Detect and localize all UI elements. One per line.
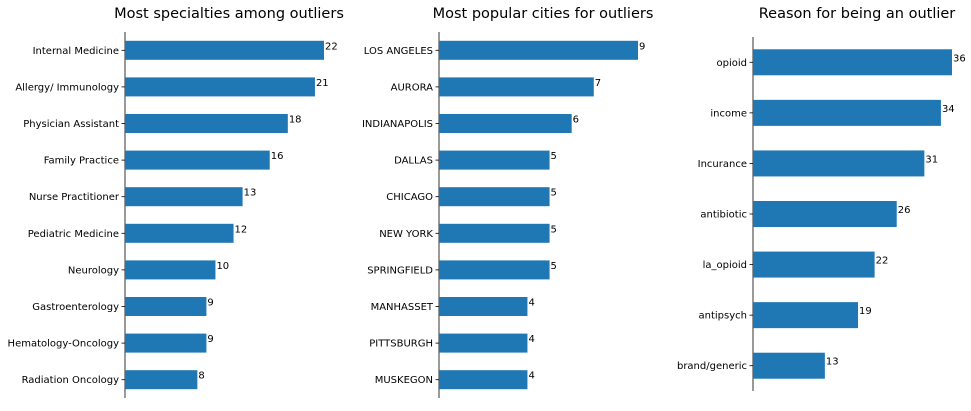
specialty-bar	[125, 187, 243, 207]
y-tick-label: Internal Medicine	[33, 46, 119, 57]
y-tick-label: income	[710, 108, 747, 119]
y-tick-label: NEW YORK	[379, 229, 433, 240]
data-label: 10	[216, 261, 229, 272]
city-bar	[439, 77, 594, 97]
data-label: 13	[244, 188, 257, 199]
data-label: 12	[235, 224, 248, 235]
data-label: 18	[289, 115, 302, 126]
specialty-bar	[125, 150, 270, 170]
data-label: 16	[271, 151, 284, 162]
specialty-bar	[125, 370, 198, 390]
specialty-bar	[125, 297, 207, 316]
y-tick-label: Incurance	[698, 159, 747, 170]
data-label: 31	[925, 154, 938, 165]
y-tick-label: antibiotic	[700, 210, 747, 221]
y-tick-label: opioid	[717, 58, 748, 69]
data-label: 9	[207, 298, 213, 309]
y-tick-label: Physician Assistant	[23, 119, 119, 130]
chart-title: Most popular cities for outliers	[433, 6, 654, 22]
specialty-bar	[125, 333, 207, 353]
specialty-bar	[125, 40, 324, 60]
city-bar	[439, 40, 638, 60]
data-label: 4	[528, 298, 534, 309]
y-tick-label: Pediatric Medicine	[28, 229, 119, 240]
data-label: 8	[198, 371, 204, 382]
y-tick-label: Neurology	[68, 265, 119, 276]
y-tick-label: PITTSBURGH	[369, 339, 433, 350]
data-label: 22	[325, 41, 338, 52]
y-tick-label: Gastroenterology	[32, 302, 119, 313]
data-label: 7	[595, 78, 601, 89]
y-tick-label: Hematology-Oncology	[8, 339, 120, 350]
data-label: 36	[953, 53, 966, 64]
reason-bar	[753, 352, 825, 379]
data-label: 19	[859, 306, 872, 317]
reason-bar	[753, 150, 925, 177]
data-label: 13	[826, 357, 839, 368]
city-bar	[439, 370, 528, 390]
reason-bar	[753, 302, 859, 329]
specialty-bar	[125, 260, 216, 280]
y-tick-label: AURORA	[391, 82, 434, 93]
reasons-chart: Reason for being an outlier opioid 36 inco…	[677, 6, 966, 391]
data-label: 5	[551, 224, 557, 235]
y-tick-label: MUSKEGON	[375, 375, 433, 386]
chart-title: Most specialties among outliers	[114, 6, 344, 22]
city-bar	[439, 223, 550, 243]
y-tick-label: Radiation Oncology	[22, 375, 120, 386]
data-label: 4	[528, 371, 534, 382]
cities-chart: Most popular cities for outliers LOS ANG…	[362, 6, 653, 398]
specialties-chart: Most specialties among outliers Internal…	[8, 6, 344, 398]
specialty-bar	[125, 223, 234, 243]
y-tick-label: CHICAGO	[386, 192, 433, 203]
city-bar	[439, 187, 550, 207]
city-bar	[439, 333, 528, 353]
y-tick-label: Nurse Practitioner	[29, 192, 120, 203]
data-label: 9	[207, 334, 213, 345]
city-bar	[439, 297, 528, 316]
data-label: 5	[551, 188, 557, 199]
reason-bar	[753, 251, 875, 278]
data-label: 5	[551, 261, 557, 272]
y-tick-label: DALLAS	[394, 156, 433, 167]
city-bar	[439, 260, 550, 280]
chart-title: Reason for being an outlier	[759, 6, 956, 22]
specialty-bar	[125, 77, 315, 97]
data-label: 22	[876, 256, 889, 267]
y-tick-label: Family Practice	[44, 156, 119, 167]
data-label: 5	[551, 151, 557, 162]
city-bar	[439, 150, 550, 170]
y-tick-label: LOS ANGELES	[364, 46, 433, 57]
specialty-bar	[125, 114, 288, 133]
y-tick-label: SPRINGFIELD	[367, 265, 433, 276]
data-label: 4	[528, 334, 534, 345]
reason-bar	[753, 201, 897, 227]
data-label: 21	[316, 78, 329, 89]
y-tick-label: la_opioid	[703, 260, 747, 271]
data-label: 34	[942, 104, 955, 115]
y-tick-label: antipsych	[699, 311, 747, 322]
reason-bar	[753, 49, 952, 76]
y-tick-label: Allergy/ Immunology	[15, 82, 119, 93]
data-label: 26	[898, 205, 911, 216]
city-bar	[439, 114, 572, 133]
data-label: 9	[639, 41, 645, 52]
y-tick-label: INDIANAPOLIS	[362, 119, 433, 130]
y-tick-label: MANHASSET	[371, 302, 434, 313]
y-tick-label: brand/generic	[677, 361, 747, 372]
reason-bar	[753, 99, 941, 126]
data-label: 6	[573, 115, 579, 126]
